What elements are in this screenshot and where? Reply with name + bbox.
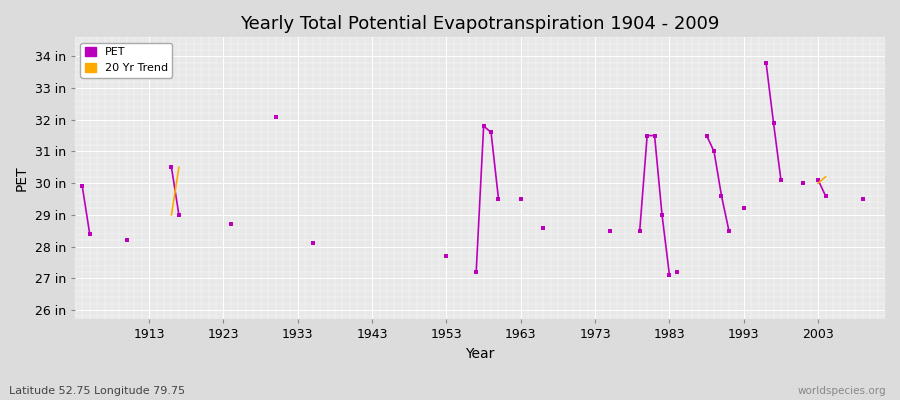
Point	[774, 177, 788, 183]
Point	[722, 228, 736, 234]
Point	[640, 132, 654, 139]
Point	[706, 148, 721, 155]
Point	[484, 129, 499, 136]
Point	[469, 269, 483, 275]
Point	[536, 224, 550, 231]
Point	[514, 196, 528, 202]
Point	[83, 231, 97, 237]
Point	[662, 272, 677, 278]
Text: worldspecies.org: worldspecies.org	[798, 386, 886, 396]
Point	[224, 221, 238, 228]
Point	[699, 132, 714, 139]
Point	[172, 212, 186, 218]
Point	[165, 164, 179, 170]
Point	[647, 132, 662, 139]
Point	[476, 123, 491, 129]
Point	[715, 193, 729, 199]
Point	[811, 177, 825, 183]
Point	[120, 237, 134, 243]
Legend: PET, 20 Yr Trend: PET, 20 Yr Trend	[80, 43, 173, 78]
Point	[655, 212, 670, 218]
Point	[856, 196, 870, 202]
X-axis label: Year: Year	[465, 347, 495, 361]
Point	[633, 228, 647, 234]
Title: Yearly Total Potential Evapotranspiration 1904 - 2009: Yearly Total Potential Evapotranspiratio…	[240, 15, 720, 33]
Point	[759, 60, 773, 66]
Y-axis label: PET: PET	[15, 166, 29, 191]
Point	[818, 193, 832, 199]
Point	[796, 180, 810, 186]
Point	[75, 183, 89, 190]
Point	[670, 269, 684, 275]
Text: Latitude 52.75 Longitude 79.75: Latitude 52.75 Longitude 79.75	[9, 386, 185, 396]
Point	[305, 240, 320, 246]
Point	[766, 120, 780, 126]
Point	[268, 113, 283, 120]
Point	[603, 228, 617, 234]
Point	[736, 205, 751, 212]
Point	[491, 196, 506, 202]
Point	[439, 253, 454, 259]
